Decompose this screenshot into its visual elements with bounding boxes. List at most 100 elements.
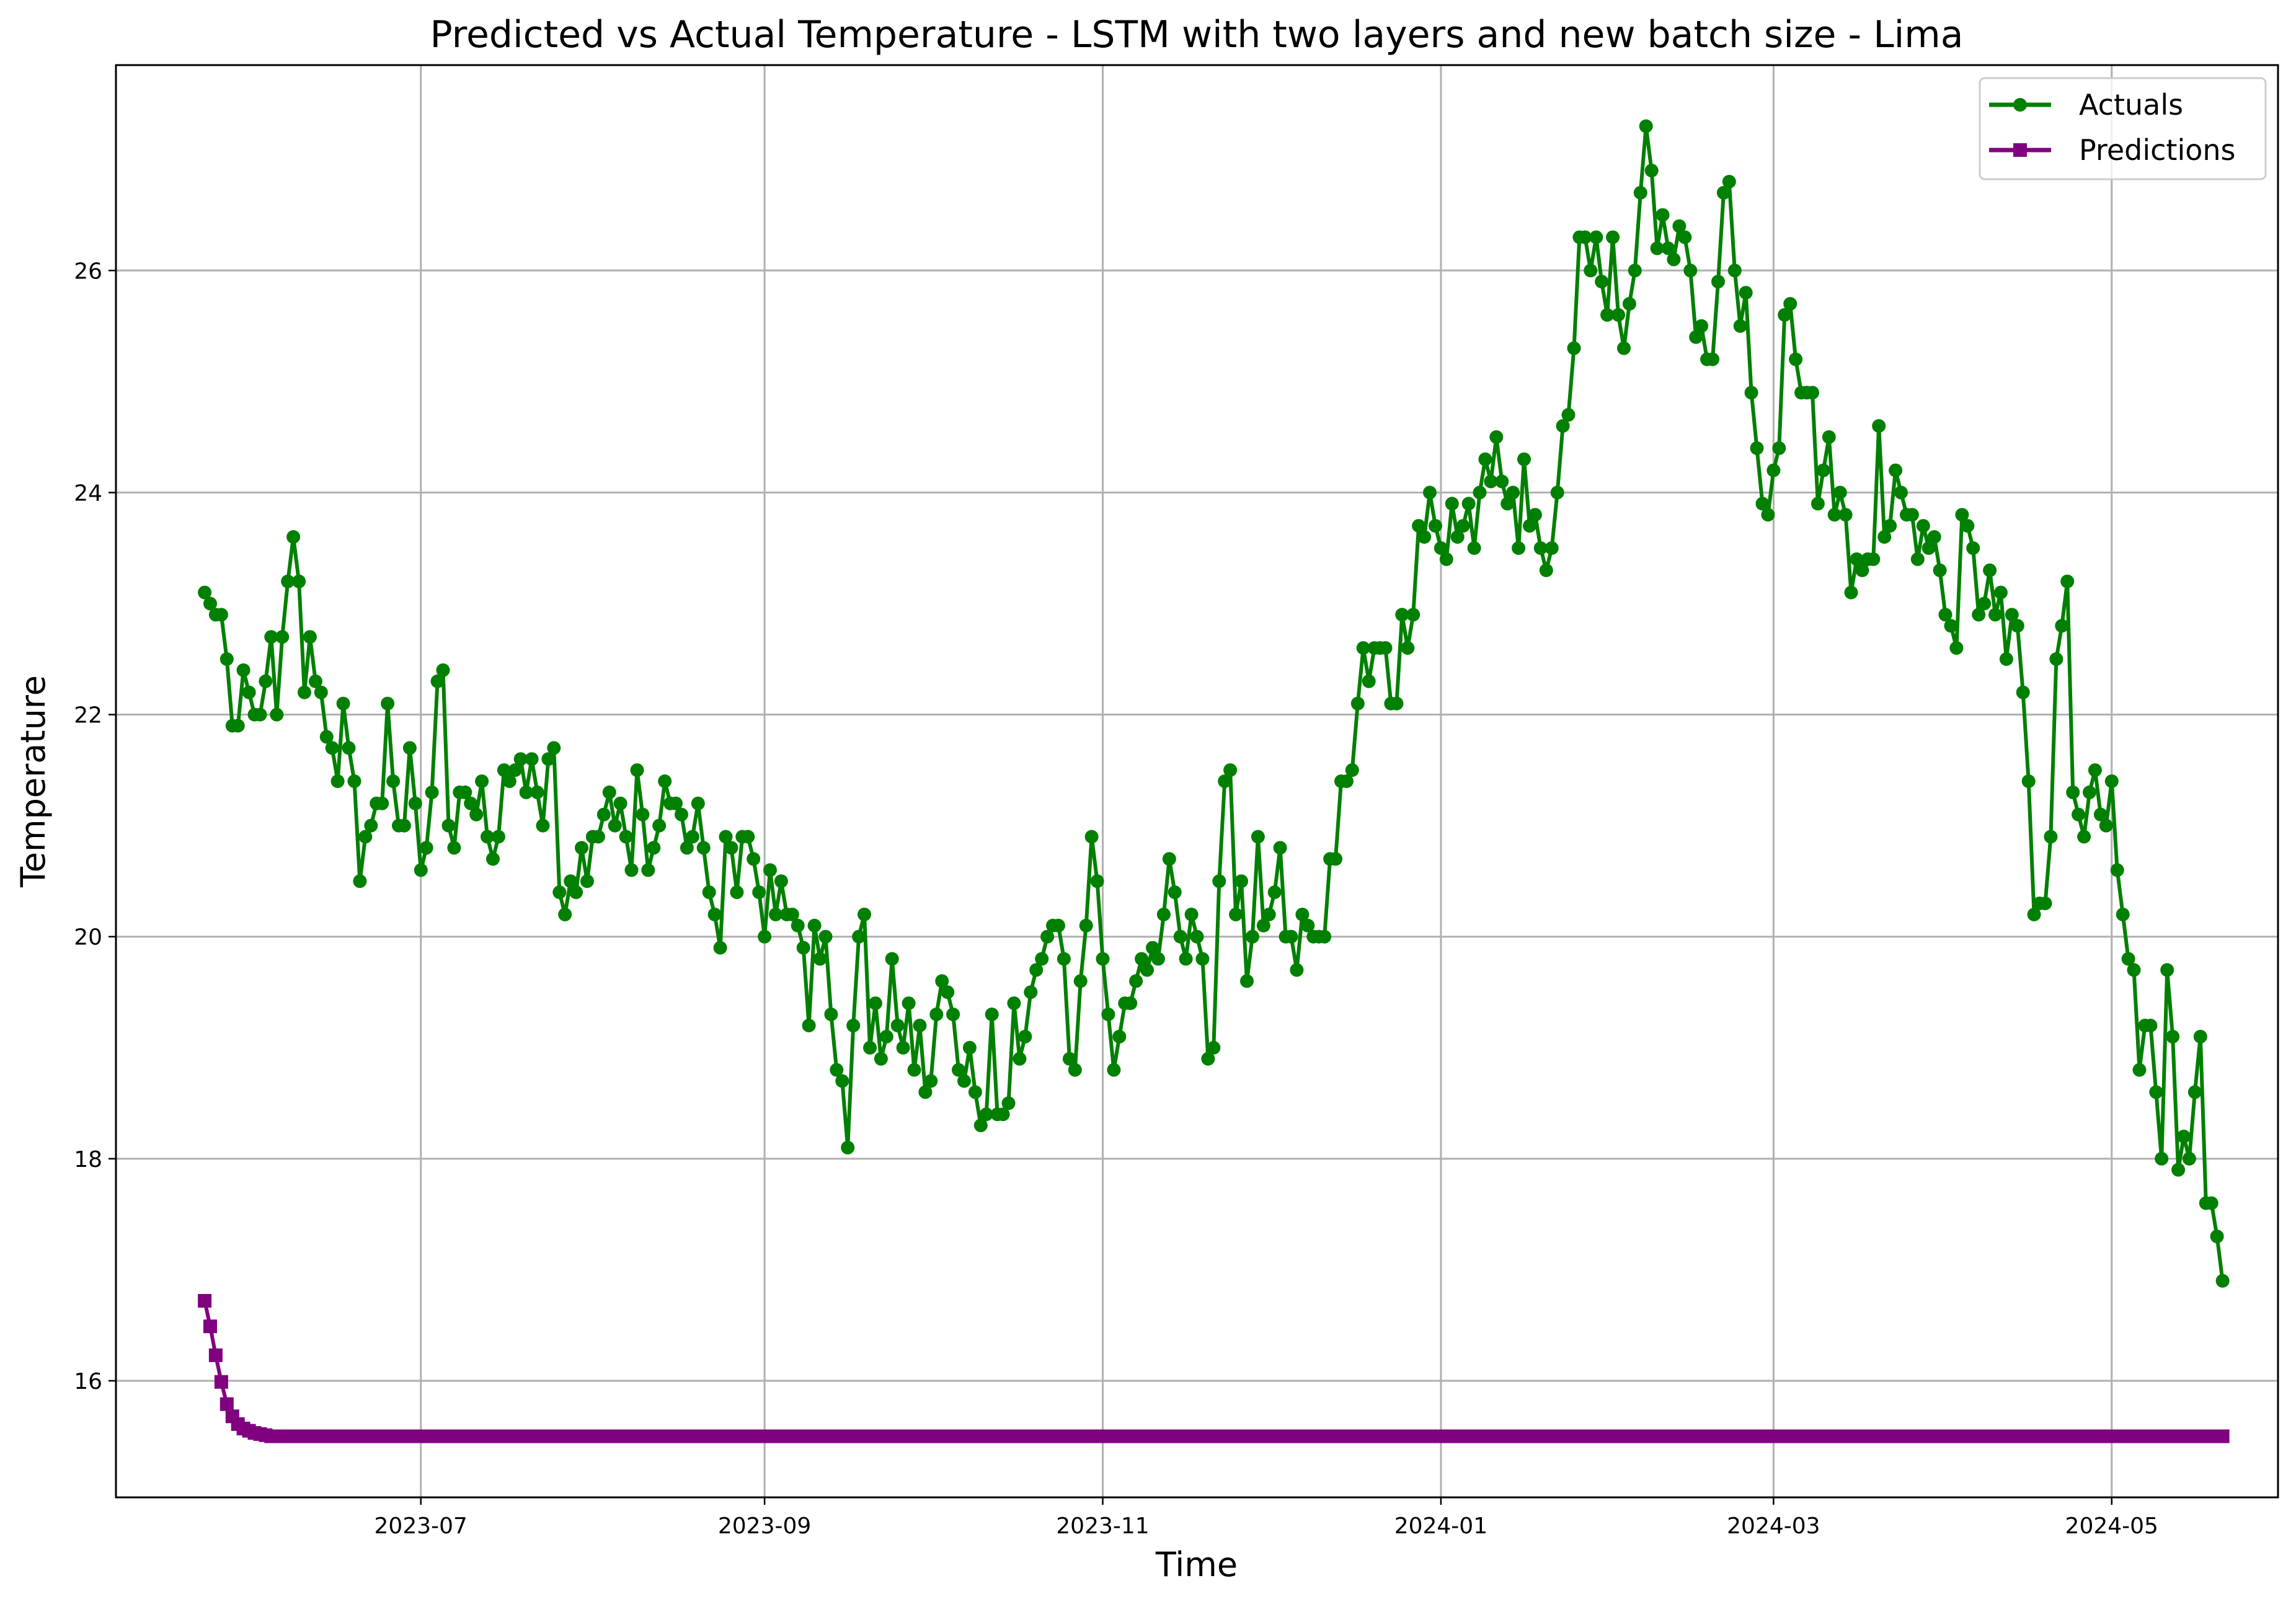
x-tick-label: 2024-03 [1727,1513,1820,1539]
actuals-point [1146,941,1159,955]
actuals-point [1983,563,1997,577]
actuals-point [647,841,661,855]
actuals-point [1212,874,1226,888]
actuals-point [624,863,639,877]
actuals-point [1944,619,1958,633]
actuals-point [1401,641,1415,655]
predictions-point [2215,1429,2230,1443]
actuals-point [259,674,273,688]
actuals-point [281,574,295,588]
actuals-point [1434,541,1448,555]
actuals-point [885,952,899,966]
actuals-point [791,918,805,933]
actuals-point [342,741,356,755]
actuals-point [1162,852,1176,866]
actuals-point [530,785,544,799]
actuals-point [1445,497,1459,511]
actuals-point [1877,530,1892,544]
actuals-point [436,663,450,677]
actuals-point [1461,497,1476,511]
actuals-point [1201,1052,1215,1066]
actuals-point [1706,352,1719,366]
actuals-point [402,741,417,755]
y-tick-label: 26 [74,259,102,284]
actuals-point [1484,474,1498,489]
actuals-point [1234,874,1248,888]
actuals-point [996,1107,1010,1122]
actuals-point [879,1029,893,1043]
actuals-point [2027,907,2041,921]
actuals-point [641,863,655,877]
actuals-point [242,685,256,699]
actuals-point [2072,807,2086,822]
actuals-point [1961,519,1975,533]
actuals-point [464,796,478,810]
actuals-point [336,696,350,711]
actuals-point [1362,674,1376,688]
actuals-point [1429,519,1442,533]
actuals-point [447,841,461,855]
actuals-point [858,907,871,921]
actuals-point [469,807,484,822]
actuals-point [863,1040,877,1055]
actuals-point [2127,963,2141,977]
actuals-point [1035,952,1049,966]
legend-actuals-label: Actuals [2079,88,2183,122]
actuals-point [1844,585,1858,600]
actuals-point [408,796,422,810]
actuals-point [1378,641,1393,655]
actuals-point [219,652,234,666]
actuals-point [796,941,810,955]
actuals-point [375,796,389,810]
actuals-point [2021,774,2036,788]
actuals-point [1339,774,1354,788]
actuals-point [1062,1052,1076,1066]
actuals-point [1229,907,1243,921]
actuals-point [1661,241,1675,255]
actuals-point [1301,918,1315,933]
actuals-point [1096,952,1110,966]
actuals-point [513,752,528,766]
actuals-point [1156,907,1171,921]
actuals-point [807,918,822,933]
actuals-point [752,885,766,900]
actuals-point [1084,830,1099,844]
actuals-point [1356,641,1370,655]
actuals-point [1395,608,1409,622]
actuals-point [1905,508,1919,522]
actuals-point [2049,652,2063,666]
actuals-markers [198,119,2230,1288]
actuals-point [1273,841,1287,855]
actuals-point [608,818,622,833]
actuals-point [358,830,373,844]
actuals-point [973,1119,988,1133]
actuals-point [1833,485,1847,500]
actuals-point [2132,1063,2147,1077]
x-axis-label: Time [1155,1545,1238,1584]
actuals-point [1889,463,1903,477]
actuals-point [347,774,361,788]
actuals-point [630,763,644,778]
actuals-point [1018,1029,1032,1043]
y-tick-label: 18 [74,1147,102,1172]
actuals-point [1894,485,1908,500]
actuals-point [1633,185,1647,200]
actuals-point [292,574,306,588]
actuals-point [1151,952,1165,966]
actuals-point [353,874,367,888]
actuals-point [890,1019,905,1032]
actuals-point [1345,763,1359,778]
actuals-point [1068,1063,1082,1077]
actuals-point [1090,874,1104,888]
actuals-point [1256,918,1270,933]
x-tick-label: 2024-05 [2065,1513,2158,1539]
actuals-point [547,741,561,755]
actuals-point [1689,330,1703,344]
legend-predictions-marker [2013,143,2027,157]
actuals-point [214,608,228,622]
actuals-point [486,852,500,866]
actuals-point [397,818,411,833]
actuals-point [1949,641,1964,655]
actuals-point [1855,563,1869,577]
